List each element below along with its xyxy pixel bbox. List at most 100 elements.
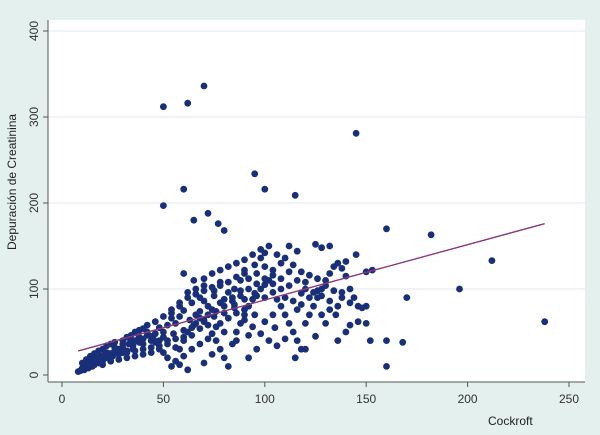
data-point [190,216,198,224]
data-point [241,316,248,324]
data-point [233,309,240,317]
data-point [257,285,265,293]
data-point [251,289,259,297]
data-point [224,314,232,322]
data-point [103,349,110,356]
data-point [139,345,147,353]
data-point [277,285,285,293]
data-point [131,352,139,360]
x-tick-label: 100 [255,392,275,406]
data-point [253,345,261,353]
data-point [269,280,277,288]
data-point [302,345,309,353]
data-point [184,366,192,374]
data-point [220,302,228,310]
data-point [143,332,151,339]
data-point [224,278,232,286]
data-point [269,311,277,319]
fit-line [78,222,545,352]
data-point [89,361,96,369]
data-point [281,254,289,262]
data-point [172,344,180,351]
data-point [346,299,354,307]
data-point [312,240,319,248]
data-point [160,328,167,336]
x-tick-label: 200 [458,392,478,406]
data-point [318,244,325,252]
data-point [245,332,253,339]
data-point [147,349,155,356]
data-point [119,340,127,348]
data-point [352,129,360,137]
data-point [257,246,265,253]
data-point [107,354,115,362]
data-point [208,283,216,291]
data-point [253,270,261,277]
data-point [269,271,277,279]
data-point [180,307,188,314]
data-point [383,363,390,370]
data-point [155,342,163,350]
data-point [123,354,131,362]
data-point [233,273,240,281]
data-point [403,294,411,301]
data-point [297,301,305,308]
data-point [338,294,346,301]
data-point [131,347,139,355]
data-point [237,292,244,300]
data-point [322,320,329,327]
data-point [200,82,208,90]
data-point [168,363,175,370]
data-point [281,294,289,301]
data-point [216,282,224,289]
data-point [285,242,293,250]
data-point [277,259,285,267]
data-point [204,209,212,217]
data-point [204,335,212,343]
data-point [196,340,204,348]
y-tick-label: 0 [27,371,41,378]
data-point [200,287,208,295]
data-point [184,294,192,301]
data-point [164,337,171,344]
data-point [245,285,253,293]
data-point [293,247,301,255]
data-point [291,354,299,362]
data-point [314,275,321,283]
y-axis-label: Depuración de Creatinina [5,114,19,250]
data-point [318,292,325,300]
data-point [139,351,147,358]
data-point [224,363,232,370]
data-point [204,321,212,329]
data-point [249,323,256,331]
data-point [168,306,175,313]
data-point [192,290,200,298]
data-point [310,302,317,310]
data-point [241,306,248,313]
data-point [261,263,269,270]
data-point [200,316,208,324]
data-point [332,311,340,319]
data-point [293,337,301,344]
data-point [123,349,131,356]
data-point [249,251,256,258]
data-point [346,321,354,329]
data-point [208,270,216,277]
data-point [224,263,232,270]
data-point [302,320,309,327]
data-point [196,325,204,332]
data-point [115,356,123,363]
data-point [326,270,334,277]
data-point [170,330,177,338]
x-tick-label: 0 [59,392,66,406]
data-point [212,337,220,344]
data-point [233,259,240,267]
data-point [261,281,269,289]
data-point [312,332,319,340]
data-point [277,275,285,283]
data-point [346,285,354,293]
y-tick-label: 100 [27,279,41,299]
data-point [176,313,184,320]
data-point [399,338,407,346]
